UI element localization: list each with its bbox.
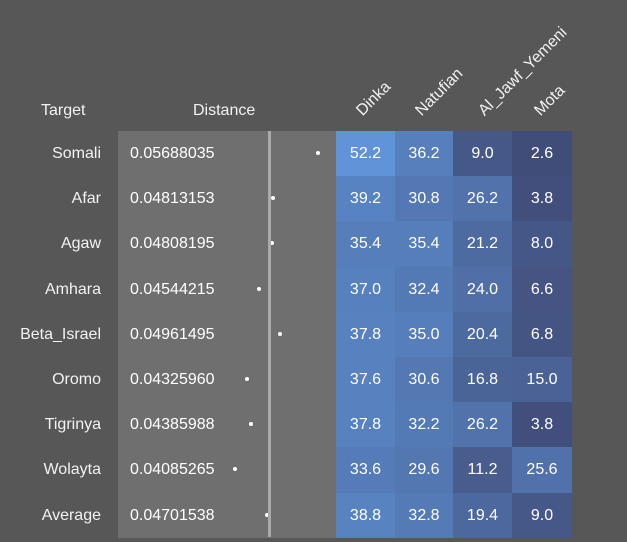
- cell-natufian: 36.2: [395, 131, 453, 177]
- distance-reference-line: [268, 131, 271, 537]
- distance-cell: [118, 221, 336, 267]
- cell-mota: 8.0: [512, 221, 572, 267]
- cell-dinka: 37.8: [336, 402, 395, 448]
- cell-mota: 6.8: [512, 311, 572, 357]
- cell-mota: 3.8: [512, 176, 572, 222]
- distance-dot: [233, 467, 237, 472]
- results-table: Somali 0.05688035 52.2 36.2 9.0 2.6 Afar…: [0, 131, 627, 538]
- distance-cell: [118, 356, 336, 403]
- cell-natufian: 32.4: [395, 266, 453, 312]
- table-row: Somali 0.05688035 52.2 36.2 9.0 2.6: [0, 131, 627, 177]
- distance-value: 0.04544215: [130, 280, 215, 298]
- row-label: Wolayta: [43, 461, 101, 479]
- distance-dot: [245, 376, 250, 381]
- distance-value: 0.04813153: [130, 190, 215, 208]
- cell-natufian: 29.6: [395, 447, 453, 493]
- row-label: Beta_Israel: [20, 325, 101, 343]
- table-row: Wolayta 0.04085265 33.6 29.6 11.2 25.6: [0, 447, 627, 493]
- cell-dinka: 39.2: [336, 176, 395, 222]
- cell-al-jawf-yemeni: 16.8: [453, 356, 512, 403]
- cell-al-jawf-yemeni: 26.2: [453, 176, 512, 222]
- distance-value: 0.04701538: [130, 506, 215, 524]
- table-row: Average 0.04701538 38.8 32.8 19.4 9.0: [0, 492, 627, 538]
- cell-dinka: 37.6: [336, 356, 395, 403]
- cell-mota: 9.0: [512, 492, 572, 538]
- header-distance: Distance: [193, 102, 256, 119]
- distance-dot: [248, 422, 253, 427]
- cell-al-jawf-yemeni: 20.4: [453, 311, 512, 357]
- cell-dinka: 35.4: [336, 221, 395, 267]
- distance-cell: [118, 266, 336, 312]
- table-row: Oromo 0.04325960 37.6 30.6 16.8 15.0: [0, 356, 627, 403]
- distance-cell: [118, 447, 336, 493]
- cell-al-jawf-yemeni: 21.2: [453, 221, 512, 267]
- row-label: Afar: [71, 190, 101, 208]
- distance-value: 0.05688035: [130, 145, 215, 162]
- distance-value: 0.04085265: [130, 461, 215, 479]
- distance-cell: [118, 176, 336, 222]
- distance-cell: [118, 131, 336, 177]
- table-row: Tigrinya 0.04385988 37.8 32.2 26.2 3.8: [0, 402, 627, 448]
- distance-dot: [278, 331, 283, 336]
- row-label: Average: [41, 506, 101, 524]
- distance-value: 0.04961495: [130, 325, 215, 343]
- cell-mota: 2.6: [512, 131, 572, 177]
- cell-natufian: 35.0: [395, 311, 453, 357]
- header-target: Target: [41, 102, 86, 119]
- cell-dinka: 38.8: [336, 492, 395, 538]
- column-header-natufian: Natufian: [412, 65, 467, 120]
- column-header-dinka: Dinka: [353, 78, 395, 120]
- distance-cell: [118, 311, 336, 357]
- cell-natufian: 32.8: [395, 492, 453, 538]
- distance-cell: [118, 492, 336, 538]
- distance-value: 0.04385988: [130, 416, 215, 434]
- table-row: Agaw 0.04808195 35.4 35.4 21.2 8.0: [0, 221, 627, 267]
- distance-value: 0.04325960: [130, 370, 215, 388]
- row-label: Oromo: [52, 370, 101, 388]
- cell-dinka: 52.2: [336, 131, 395, 177]
- distance-dot: [256, 286, 261, 291]
- row-label: Amhara: [44, 280, 101, 298]
- cell-dinka: 33.6: [336, 447, 395, 493]
- column-header-mota: Mota: [531, 82, 569, 120]
- cell-al-jawf-yemeni: 24.0: [453, 266, 512, 312]
- cell-mota: 6.6: [512, 266, 572, 312]
- distance-dot: [264, 512, 269, 517]
- cell-natufian: 30.8: [395, 176, 453, 222]
- cell-dinka: 37.0: [336, 266, 395, 312]
- distance-dot: [270, 196, 275, 201]
- row-label: Somali: [52, 145, 101, 162]
- cell-mota: 25.6: [512, 447, 572, 493]
- table-row: Beta_Israel 0.04961495 37.8 35.0 20.4 6.…: [0, 311, 627, 357]
- table-row: Afar 0.04813153 39.2 30.8 26.2 3.8: [0, 176, 627, 222]
- distance-value: 0.04808195: [130, 235, 215, 253]
- cell-al-jawf-yemeni: 9.0: [453, 131, 512, 177]
- cell-al-jawf-yemeni: 11.2: [453, 447, 512, 493]
- row-label: Agaw: [60, 235, 101, 253]
- distance-dot: [316, 151, 320, 155]
- distance-dot: [270, 241, 275, 246]
- row-label: Tigrinya: [44, 416, 101, 434]
- cell-al-jawf-yemeni: 26.2: [453, 402, 512, 448]
- cell-mota: 3.8: [512, 402, 572, 448]
- cell-al-jawf-yemeni: 19.4: [453, 492, 512, 538]
- cell-natufian: 35.4: [395, 221, 453, 267]
- cell-natufian: 30.6: [395, 356, 453, 403]
- cell-dinka: 37.8: [336, 311, 395, 357]
- cell-mota: 15.0: [512, 356, 572, 403]
- table-row: Amhara 0.04544215 37.0 32.4 24.0 6.6: [0, 266, 627, 312]
- distance-cell: [118, 402, 336, 448]
- cell-natufian: 32.2: [395, 402, 453, 448]
